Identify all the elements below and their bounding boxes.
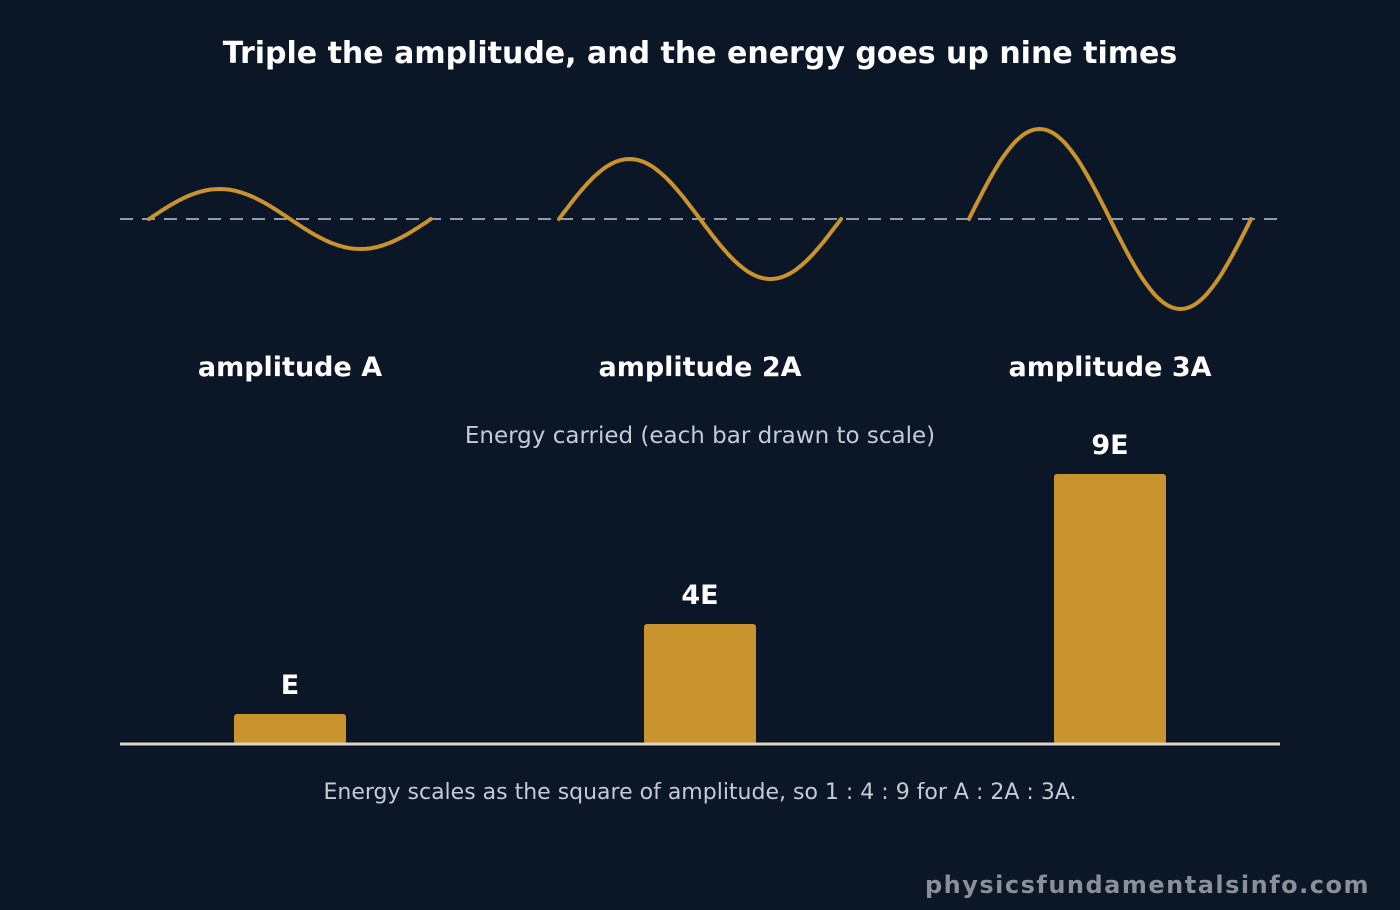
energy-bar-label-3a: 9E: [1091, 430, 1128, 461]
diagram-title: Triple the amplitude, and the energy goe…: [223, 36, 1177, 71]
energy-bar-2a: [644, 624, 756, 744]
wave-amplitude-2a: [557, 157, 843, 281]
energy-bar-label-2a: 4E: [681, 580, 718, 611]
wave-amplitude-a: [147, 187, 433, 251]
wave-group-a: amplitude A: [147, 187, 433, 383]
wave-label-2a: amplitude 2A: [598, 352, 801, 383]
energy-bar-a: [234, 714, 346, 744]
wave-group-2a: amplitude 2A: [557, 157, 843, 383]
site-watermark: physicsfundamentalsinfo.com: [925, 871, 1370, 899]
caption: Energy scales as the square of amplitude…: [324, 780, 1077, 805]
wave-label-3a: amplitude 3A: [1008, 352, 1211, 383]
wave-group-3a: amplitude 3A: [967, 127, 1253, 383]
energy-bars: E 4E 9E: [234, 430, 1166, 744]
energy-bar-3a: [1054, 474, 1166, 744]
wave-amplitude-3a: [967, 127, 1253, 311]
wave-label-a: amplitude A: [198, 352, 382, 383]
energy-heading: Energy carried (each bar drawn to scale): [465, 423, 935, 449]
energy-bar-label-a: E: [281, 670, 299, 701]
